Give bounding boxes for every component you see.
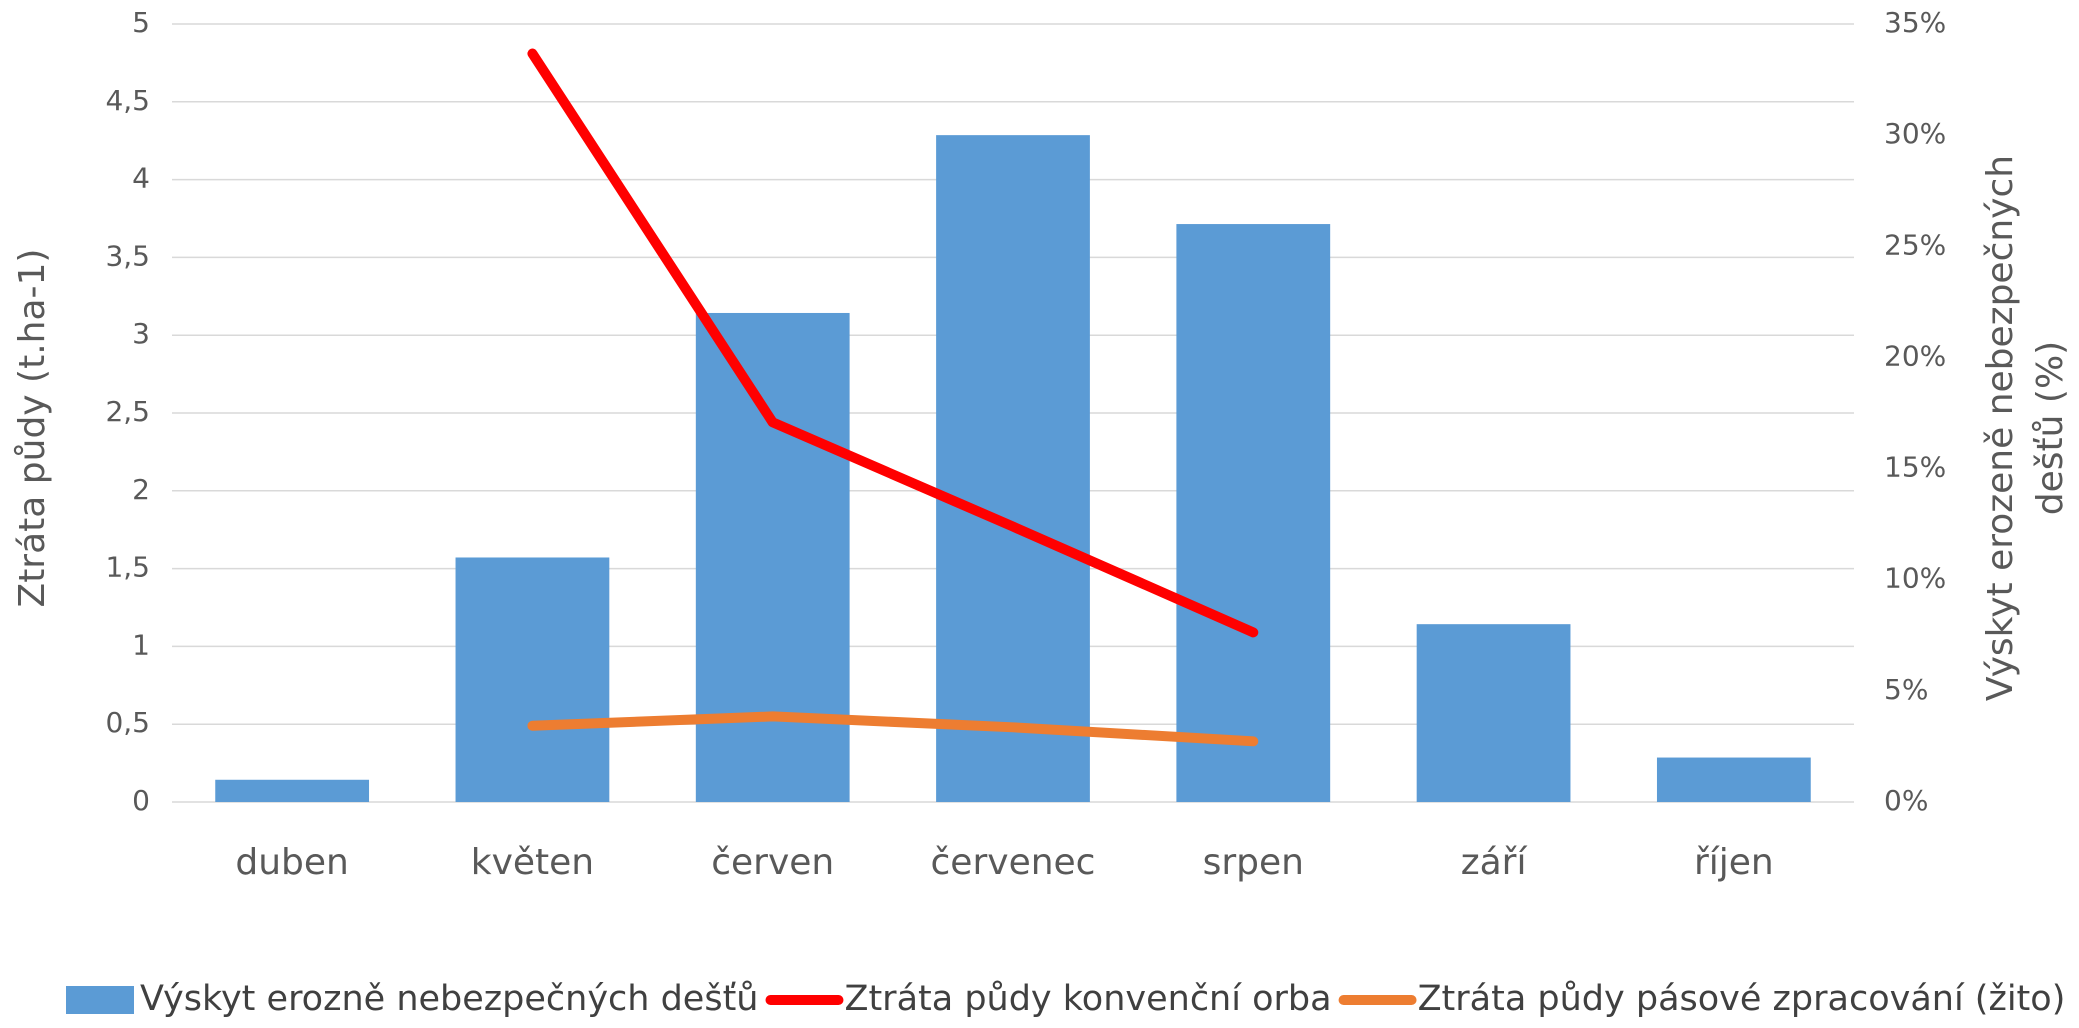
legend-label: Ztráta půdy pásové zpracování (žito) xyxy=(1418,979,2066,1019)
y-tick-label: 0 xyxy=(132,784,150,817)
x-tick-label: duben xyxy=(235,842,348,883)
bar xyxy=(1656,757,1811,802)
y-tick-label: 3 xyxy=(132,317,150,350)
legend-label: Ztráta půdy konvenční orba xyxy=(844,979,1331,1019)
y-tick-label: 4 xyxy=(132,162,150,195)
x-tick-label: září xyxy=(1461,842,1528,883)
y2-tick-label: 5% xyxy=(1884,673,1928,706)
legend-label: Výskyt erozně nebezpečných dešťů xyxy=(140,979,758,1019)
y2-tick-label: 15% xyxy=(1884,451,1946,484)
bar xyxy=(695,312,850,802)
y-tick-label: 1,5 xyxy=(105,551,150,584)
y2-tick-label: 20% xyxy=(1884,339,1946,372)
y2-tick-label: 35% xyxy=(1884,6,1946,39)
y-axis-title: Ztráta půdy (t.ha-1) xyxy=(12,249,53,608)
y-tick-label: 2,5 xyxy=(105,395,150,428)
y2-tick-label: 10% xyxy=(1884,562,1946,595)
y-tick-label: 5 xyxy=(132,6,150,39)
x-tick-label: červen xyxy=(711,842,834,883)
x-tick-label: květen xyxy=(471,842,594,883)
bar xyxy=(215,779,370,802)
line xyxy=(527,48,1259,638)
x-tick-label: červenec xyxy=(931,842,1096,883)
y-tick-label: 0,5 xyxy=(105,706,150,739)
y2-tick-label: 0% xyxy=(1884,784,1928,817)
y-tick-label: 3,5 xyxy=(105,239,150,272)
legend-swatch xyxy=(66,986,134,1014)
y2-axis-title: dešťů (%) xyxy=(2030,341,2071,515)
bar xyxy=(1176,224,1331,803)
line xyxy=(527,711,1259,747)
y-tick-label: 4,5 xyxy=(105,84,150,117)
y2-tick-label: 25% xyxy=(1884,228,1946,261)
y-tick-label: 1 xyxy=(132,628,150,661)
x-tick-label: srpen xyxy=(1203,842,1304,883)
bar xyxy=(936,135,1090,803)
x-tick-label: říjen xyxy=(1694,842,1774,883)
y2-tick-label: 30% xyxy=(1884,117,1946,150)
y-tick-label: 2 xyxy=(132,473,150,506)
bar xyxy=(455,557,610,802)
y2-axis-title: Výskyt erozeně nebezpečných xyxy=(1980,155,2021,701)
bar xyxy=(1416,624,1571,802)
